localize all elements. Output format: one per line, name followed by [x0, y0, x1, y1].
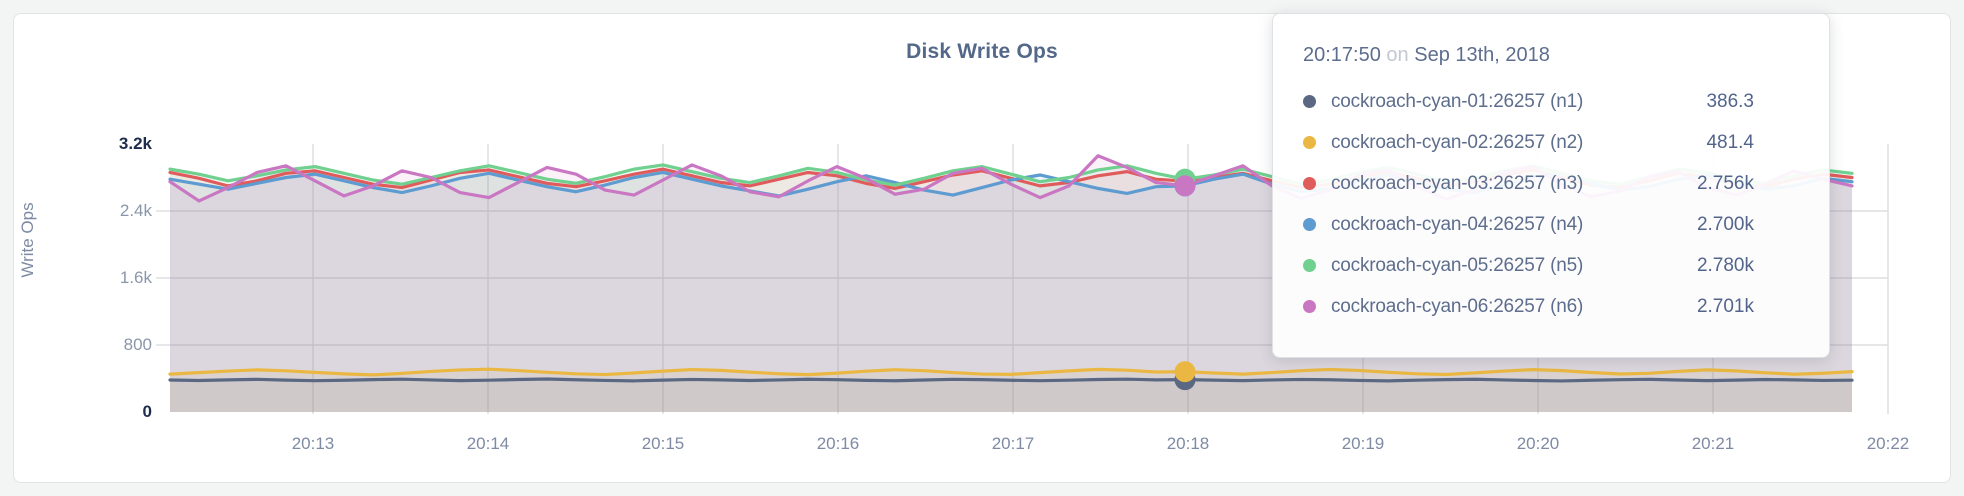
tooltip-series-label: cockroach-cyan-02:26257 (n2)	[1331, 131, 1584, 153]
tooltip-series-value: 481.4	[1706, 131, 1754, 153]
series-line-cockroach-cyan-01:26257 (n1)	[168, 377, 1854, 383]
tooltip-row: cockroach-cyan-06:26257 (n6) 2.701k	[1303, 286, 1829, 327]
tooltip-series-value: 386.3	[1706, 90, 1754, 112]
tooltip-series-label: cockroach-cyan-06:26257 (n6)	[1331, 295, 1584, 317]
x-tick-20:15: 20:15	[641, 434, 685, 453]
series-color-dot-icon	[1303, 259, 1316, 272]
tooltip-header: 20:17:50 on Sep 13th, 2018	[1303, 44, 1829, 67]
hover-tooltip: 20:17:50 on Sep 13th, 2018 cockroach-cya…	[1272, 13, 1830, 358]
tooltip-series-label: cockroach-cyan-05:26257 (n5)	[1331, 254, 1584, 276]
hover-dot-cockroach-cyan-06:26257 (n6)	[1174, 175, 1196, 197]
y-tick-3.2k: 3.2k	[118, 134, 152, 153]
x-tick-20:14: 20:14	[466, 434, 510, 453]
x-tick-20:16: 20:16	[816, 434, 860, 453]
x-tick-20:13: 20:13	[291, 434, 335, 453]
x-tick-20:21: 20:21	[1691, 434, 1735, 453]
series-area-cockroach-cyan-01:26257 (n1)	[170, 379, 1852, 412]
tooltip-row: cockroach-cyan-04:26257 (n4) 2.700k	[1303, 204, 1829, 245]
x-tick-20:20: 20:20	[1516, 434, 1560, 453]
series-color-dot-icon	[1303, 177, 1316, 190]
tooltip-series-value: 2.701k	[1696, 295, 1754, 317]
tooltip-row: cockroach-cyan-03:26257 (n3) 2.756k	[1303, 163, 1829, 204]
series-color-dot-icon	[1303, 218, 1316, 231]
series-line-cockroach-cyan-02:26257 (n2)	[168, 367, 1854, 377]
y-tick-800: 800	[123, 335, 152, 354]
chart-title: Disk Write Ops	[906, 40, 1058, 63]
tooltip-series-value: 2.756k	[1696, 172, 1754, 194]
tooltip-row: cockroach-cyan-01:26257 (n1) 386.3	[1303, 81, 1829, 122]
series-color-dot-icon	[1303, 136, 1316, 149]
tooltip-row: cockroach-cyan-05:26257 (n5) 2.780k	[1303, 245, 1829, 286]
tooltip-series-label: cockroach-cyan-01:26257 (n1)	[1331, 90, 1584, 112]
series-color-dot-icon	[1303, 95, 1316, 108]
y-tick-0: 0	[142, 402, 152, 421]
y-tick-1.6k: 1.6k	[119, 268, 152, 287]
tooltip-rows: cockroach-cyan-01:26257 (n1) 386.3 cockroa…	[1303, 81, 1829, 327]
hover-dot-cockroach-cyan-02:26257 (n2)	[1174, 361, 1196, 383]
tooltip-date: Sep 13th, 2018	[1414, 44, 1550, 66]
tooltip-time: 20:17:50	[1303, 44, 1381, 66]
x-tick-20:18: 20:18	[1166, 434, 1210, 453]
tooltip-on-word: on	[1386, 44, 1409, 66]
tooltip-series-label: cockroach-cyan-03:26257 (n3)	[1331, 172, 1584, 194]
x-tick-20:22: 20:22	[1866, 434, 1910, 453]
series-color-dot-icon	[1303, 300, 1316, 313]
tooltip-row: cockroach-cyan-02:26257 (n2) 481.4	[1303, 122, 1829, 163]
tooltip-series-value: 2.700k	[1696, 213, 1754, 235]
tooltip-series-label: cockroach-cyan-04:26257 (n4)	[1331, 213, 1584, 235]
y-tick-2.4k: 2.4k	[119, 201, 152, 220]
x-tick-20:19: 20:19	[1341, 434, 1385, 453]
tooltip-series-value: 2.780k	[1696, 254, 1754, 276]
x-tick-20:17: 20:17	[991, 434, 1035, 453]
